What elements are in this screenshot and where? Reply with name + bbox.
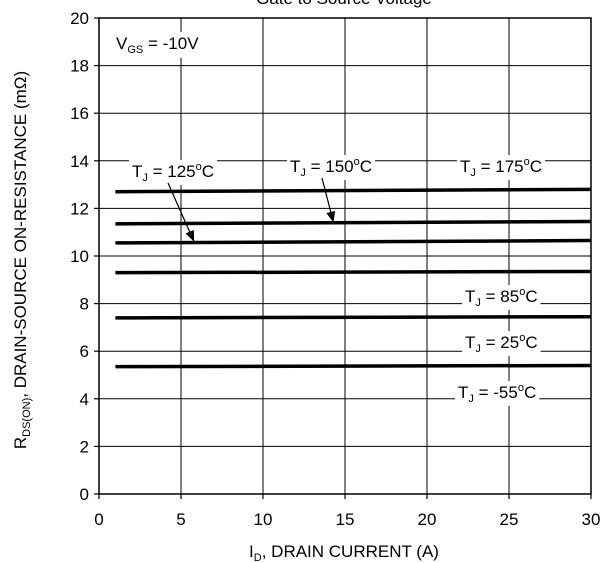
annotation-tj175: TJ = 175oC [457, 155, 546, 180]
annotation-bg [457, 155, 546, 180]
annotation-label: TJ = 175oC [460, 156, 542, 179]
annotation-tj125: TJ = 125oC [129, 160, 218, 185]
y-tick-label: 0 [80, 485, 89, 504]
x-tick-label: 25 [500, 510, 519, 529]
tick-labels: 0 5 10 15 20 25 30 0 2 4 6 8 10 12 14 16 18 20 [70, 9, 600, 529]
series-line [115, 314, 592, 320]
annotation-bg [462, 331, 541, 356]
x-tick-label: 5 [176, 510, 185, 529]
chart-title-fragment: Gate to Source Voltage [256, 0, 432, 8]
annotation-label: TJ = 85oC [465, 286, 538, 309]
annotation-label: TJ = -55oC [458, 382, 536, 405]
x-axis-label: ID, DRAIN CURRENT (A) [249, 542, 439, 563]
series-lines [115, 187, 592, 369]
y-tick-label: 14 [70, 152, 89, 171]
y-tick-label: 4 [80, 390, 89, 409]
annotation-tj85: TJ = 85oC [462, 285, 541, 310]
x-tick-label: 15 [336, 510, 355, 529]
series-line [115, 238, 592, 245]
annotation-bg [287, 155, 376, 180]
y-tick-label: 6 [80, 342, 89, 361]
y-tick-label: 10 [70, 247, 89, 266]
annotations: TJ = 125oC TJ = 150oC TJ = 175oC TJ = 85oC T… [129, 155, 546, 406]
y-tick-label: 16 [70, 104, 89, 123]
condition-bg [112, 32, 204, 58]
annotation-label: TJ = 150oC [290, 156, 372, 179]
y-axis-label: RDS(ON), DRAIN-SOURCE ON-RESISTANCE (mΩ) [11, 71, 33, 449]
series-line [115, 269, 592, 275]
y-tick-label: 18 [70, 57, 89, 76]
x-tick-label: 20 [418, 510, 437, 529]
annotation-tj25: TJ = 25oC [462, 331, 541, 356]
annotation-label: TJ = 25oC [465, 332, 538, 355]
x-tick-label: 30 [582, 510, 601, 529]
y-tick-label: 2 [80, 437, 89, 456]
grid [94, 17, 592, 499]
annotation-bg [455, 381, 540, 406]
annotation-arrowhead [326, 210, 336, 223]
annotation-tj150: TJ = 150oC [287, 155, 376, 180]
x-tick-label: 0 [94, 510, 103, 529]
y-tick-label: 20 [70, 9, 89, 28]
annotation-arrowhead [185, 229, 195, 242]
plot-frame [98, 17, 592, 495]
series-line [115, 363, 592, 369]
x-tick-label: 10 [254, 510, 273, 529]
y-tick-label: 8 [80, 295, 89, 314]
series-line [115, 219, 592, 226]
annotation-tjm55: TJ = -55oC [455, 381, 540, 406]
annotation-bg [462, 285, 541, 310]
y-tick-label: 12 [70, 199, 89, 218]
annotation-bg [129, 160, 218, 185]
series-line [115, 187, 592, 194]
vgs-condition-label: VGS = -10V [116, 34, 199, 56]
annotation-label: TJ = 125oC [132, 161, 214, 184]
